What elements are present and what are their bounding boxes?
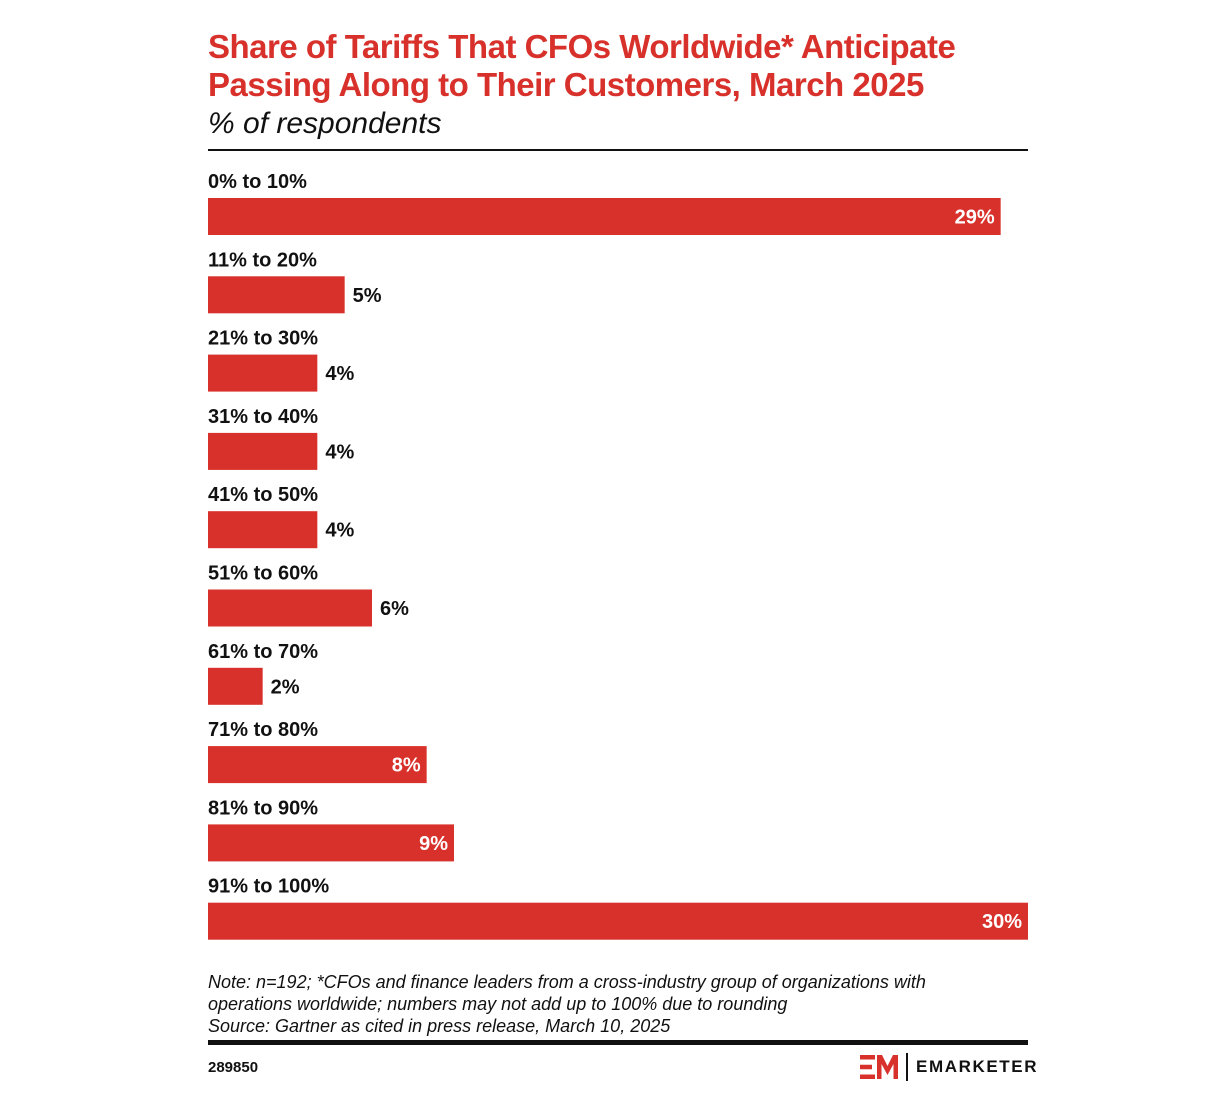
brand-separator: [906, 1053, 908, 1081]
category-label-71-to-80: 71% to 80%: [208, 719, 318, 741]
brand-name: EMARKETER: [916, 1057, 1039, 1076]
bar-21-to-30: [208, 354, 318, 392]
brand-logo: EMARKETER: [860, 1053, 1036, 1081]
top-divider: [208, 149, 1028, 151]
bar-51-to-60: [208, 589, 372, 627]
value-label-81-to-90: 9%: [419, 833, 448, 855]
value-label-31-to-40: 4%: [325, 441, 354, 463]
bar-0-to-10: [208, 198, 1001, 235]
chart-id: 289850: [208, 1059, 259, 1076]
value-label-91-to-100: 30%: [982, 911, 1022, 933]
category-label-41-to-50: 41% to 50%: [208, 484, 318, 506]
value-label-0-to-10: 29%: [955, 207, 995, 229]
chart-title: Share of Tariffs That CFOs Worldwide* An…: [208, 28, 956, 103]
bar-81-to-90: [208, 824, 454, 862]
category-label-91-to-100: 91% to 100%: [208, 876, 329, 898]
value-label-71-to-80: 8%: [392, 755, 421, 777]
chart-subtitle: % of respondents: [208, 107, 442, 140]
bar-91-to-100: [208, 902, 1028, 940]
value-label-41-to-50: 4%: [325, 520, 354, 542]
category-label-0-to-10: 0% to 10%: [208, 171, 307, 193]
note-line-1: Note: n=192; *CFOs and finance leaders f…: [208, 972, 926, 992]
bar-71-to-80: [208, 746, 427, 784]
bar-11-to-20: [208, 276, 345, 314]
category-label-81-to-90: 81% to 90%: [208, 797, 318, 819]
value-label-61-to-70: 2%: [271, 676, 300, 698]
bar-31-to-40: [208, 432, 318, 470]
value-label-11-to-20: 5%: [353, 285, 382, 307]
bar-61-to-70: [208, 667, 263, 705]
note-line-2: operations worldwide; numbers may not ad…: [208, 994, 788, 1014]
category-label-11-to-20: 11% to 20%: [208, 249, 317, 271]
chart-notes: Note: n=192; *CFOs and finance leaders f…: [208, 971, 1038, 1037]
bottom-divider: [208, 1040, 1028, 1045]
bar-chart: 0% to 10% 29% 11% to 20% 5% 21% to 30% 4% 31% …: [208, 171, 1028, 940]
value-label-21-to-30: 4%: [325, 363, 354, 385]
bar-41-to-50: [208, 511, 318, 549]
em-logo-icon: [860, 1055, 898, 1079]
source-line: Source: Gartner as cited in press releas…: [208, 1016, 671, 1036]
category-label-61-to-70: 61% to 70%: [208, 641, 318, 663]
category-label-51-to-60: 51% to 60%: [208, 563, 318, 585]
category-label-31-to-40: 31% to 40%: [208, 406, 318, 428]
category-label-21-to-30: 21% to 30%: [208, 328, 318, 350]
value-label-51-to-60: 6%: [380, 598, 409, 620]
